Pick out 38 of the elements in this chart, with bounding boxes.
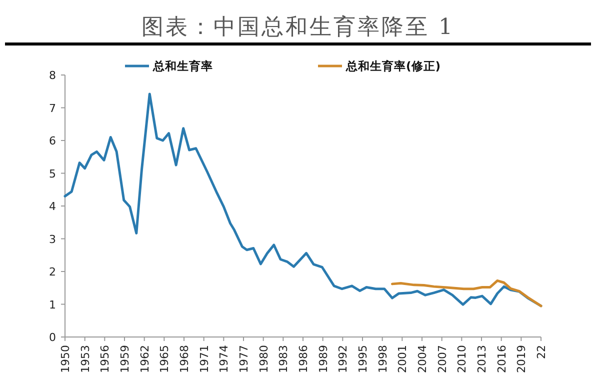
y-tick-label: 2 bbox=[49, 266, 56, 278]
y-tick-label: 0 bbox=[49, 331, 56, 344]
x-tick-label: 1977 bbox=[238, 345, 250, 373]
x-tick-label: 2001 bbox=[396, 345, 410, 373]
x-tick-label: 1953 bbox=[78, 345, 92, 373]
y-tick-label: 4 bbox=[49, 200, 56, 213]
legend-label: 总和生育率 bbox=[152, 59, 213, 73]
x-tick-label: 1962 bbox=[138, 345, 152, 373]
x-tick-label: 2010 bbox=[456, 345, 469, 373]
y-tick-label: 8 bbox=[49, 69, 56, 82]
x-tick-label: 1965 bbox=[158, 345, 172, 373]
x-tick-label: 1959 bbox=[118, 345, 132, 373]
x-tick-label: 2007 bbox=[436, 345, 449, 373]
x-tick-label: 1971 bbox=[198, 345, 211, 373]
x-tick-label: 1998 bbox=[376, 345, 390, 373]
x-tick-label: 1980 bbox=[257, 345, 270, 373]
x-tick-label: 2013 bbox=[476, 345, 488, 373]
x-tick-label: 2004 bbox=[416, 345, 429, 373]
y-tick-label: 3 bbox=[49, 232, 56, 246]
x-tick-label: 1956 bbox=[98, 345, 112, 373]
y-tick-label: 7 bbox=[49, 102, 56, 115]
x-tick-label: 1974 bbox=[218, 345, 231, 373]
x-tick-label: 1995 bbox=[356, 345, 370, 373]
x-tick-label: 1986 bbox=[297, 345, 310, 373]
x-tick-label: 1989 bbox=[316, 345, 330, 373]
y-tick-label: 6 bbox=[49, 134, 56, 148]
x-tick-label: 1992 bbox=[336, 345, 350, 373]
y-tick-label: 1 bbox=[49, 298, 56, 312]
x-tick-label: 22 bbox=[535, 345, 548, 359]
x-tick-label: 1983 bbox=[277, 345, 290, 373]
x-tick-label: 2019 bbox=[515, 345, 528, 373]
line-series bbox=[391, 279, 542, 308]
x-tick-label: 1968 bbox=[178, 345, 191, 373]
x-tick-label: 1950 bbox=[59, 345, 72, 373]
chart-title: 图表：中国总和生育率降至 1 bbox=[142, 14, 454, 40]
x-tick-label: 2016 bbox=[495, 345, 508, 373]
y-tick-label: 5 bbox=[49, 167, 56, 180]
legend-label: 总和生育率(修正) bbox=[345, 59, 441, 73]
